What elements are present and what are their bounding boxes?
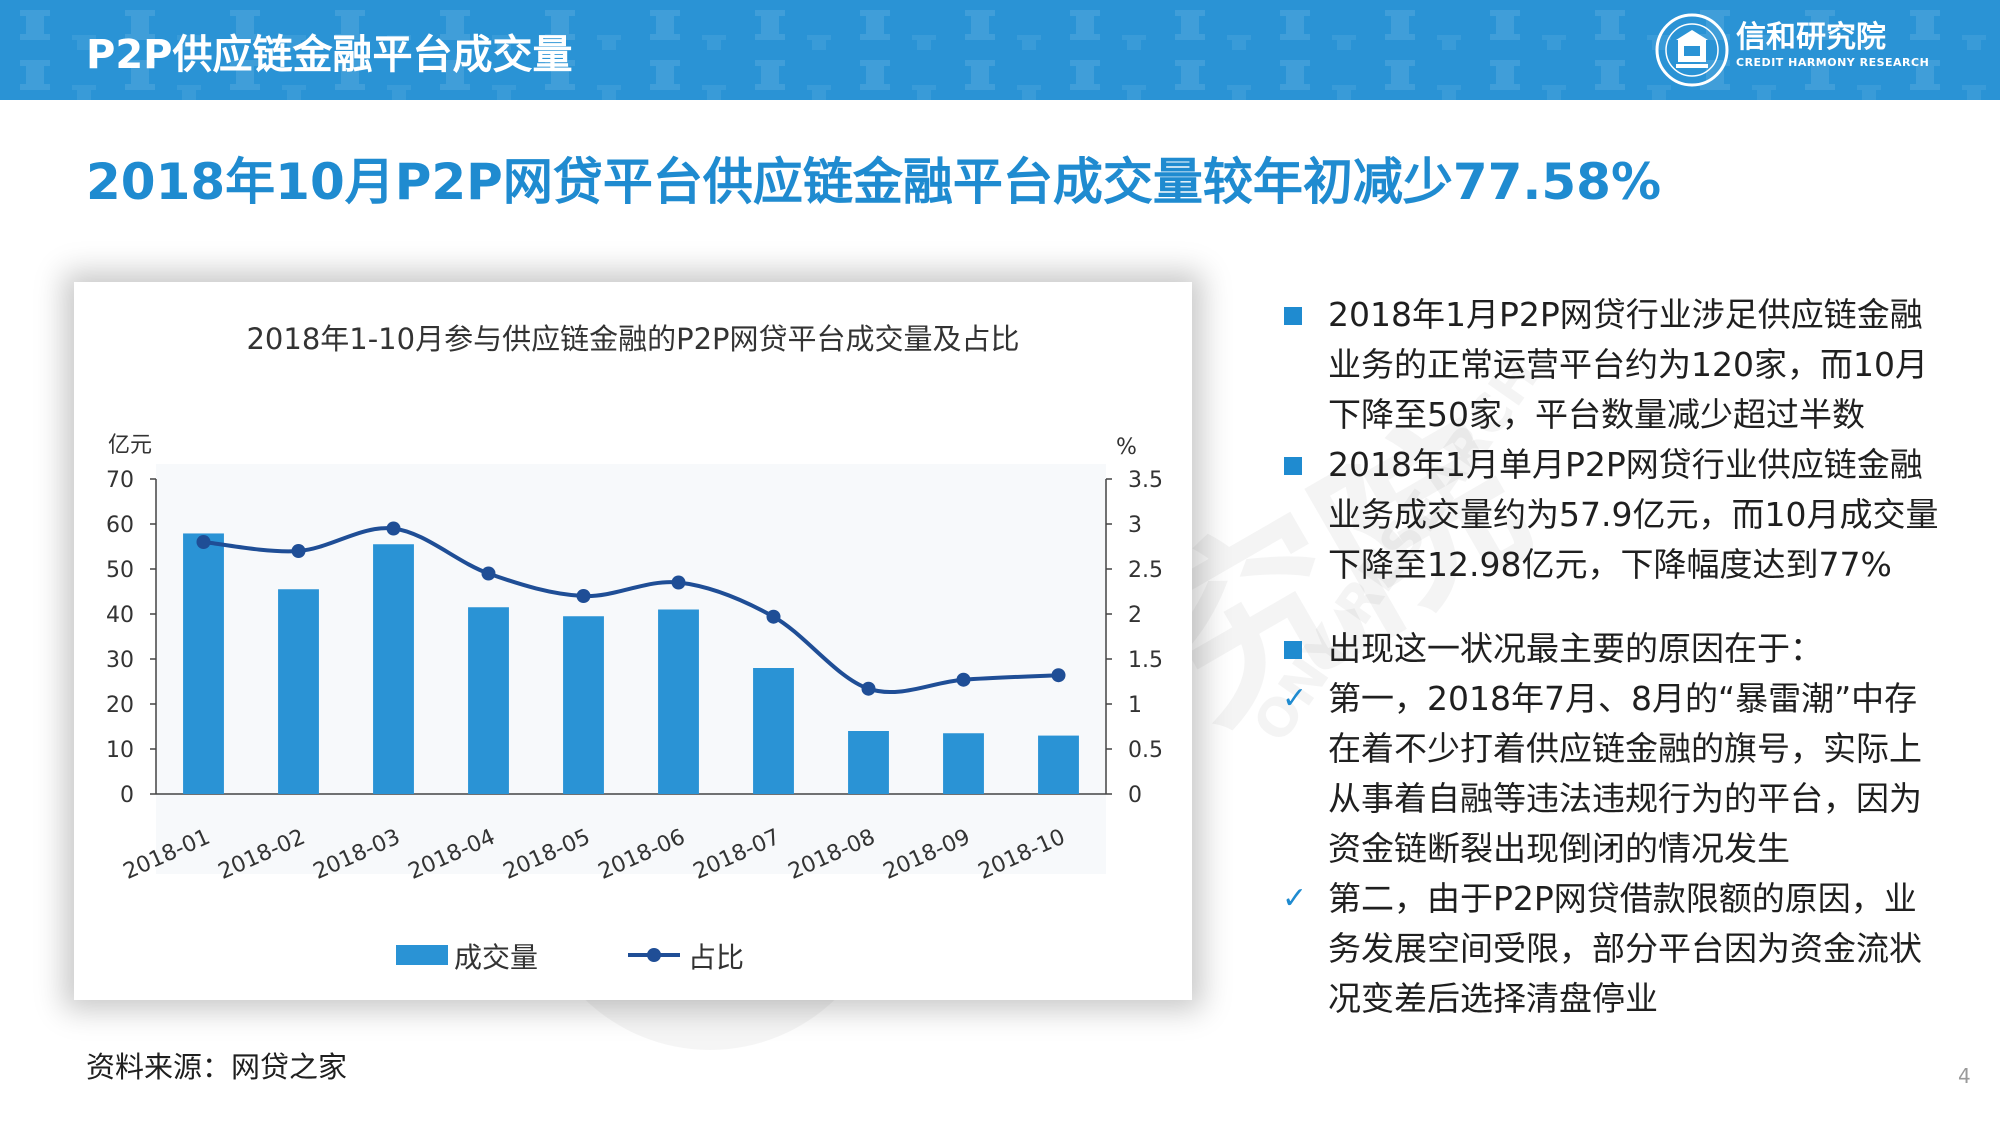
left-tick-label: 30 <box>106 648 134 673</box>
bar <box>848 731 889 794</box>
bullet-text: 2018年1月单月P2P网贷行业供应链金融业务成交量约为57.9亿元，而10月成… <box>1328 445 1939 584</box>
right-tick-label: 1 <box>1128 693 1142 718</box>
square-bullet-icon <box>1284 641 1302 659</box>
share-point <box>576 589 591 603</box>
bar <box>943 733 984 794</box>
share-point <box>196 535 211 549</box>
right-tick-label: 0 <box>1128 783 1142 808</box>
bullet-text: 2018年1月P2P网贷行业涉足供应链金融业务的正常运营平台约为120家，而10… <box>1328 295 1928 434</box>
page-headline: 2018年10月P2P网贷平台供应链金融平台成交量较年初减少77.58% <box>86 153 1662 211</box>
square-bullet-icon <box>1284 307 1302 325</box>
checkmark-icon: ✓ <box>1282 881 1308 916</box>
chart-card: 2018年1-10月参与供应链金融的P2P网贷平台成交量及占比 亿元 0 10 20 30… <box>74 282 1192 1000</box>
square-bullet-icon <box>1284 457 1302 475</box>
share-point <box>861 681 876 696</box>
share-point <box>1051 668 1066 683</box>
right-tick-label: 2 <box>1128 603 1142 628</box>
left-tick-label: 40 <box>106 603 134 628</box>
legend-bar-label: 成交量 <box>454 941 538 974</box>
bar <box>278 589 319 794</box>
share-point <box>956 672 971 687</box>
left-tick-label: 10 <box>106 738 134 763</box>
bar <box>373 544 414 794</box>
right-tick-label: 0.5 <box>1128 738 1163 763</box>
legend-line-label: 占比 <box>688 941 744 974</box>
left-tick-label: 50 <box>106 558 134 583</box>
bullet-text: 出现这一状况最主要的原因在于： <box>1328 629 1823 668</box>
bullet-text: 第一，2018年7月、8月的“暴雷潮”中存在着不少打着供应链金融的旗号，实际上从… <box>1328 679 1922 868</box>
chart-title: 2018年1-10月参与供应链金融的P2P网贷平台成交量及占比 <box>246 322 1019 356</box>
share-point <box>766 609 781 624</box>
share-line <box>203 526 1059 694</box>
left-tick-label: 60 <box>106 513 134 538</box>
combo-chart: 2018年1-10月参与供应链金融的P2P网贷平台成交量及占比亿元0102030… <box>106 322 1163 974</box>
page-number: 4 <box>1958 1064 1971 1088</box>
bar <box>753 668 794 794</box>
share-point <box>386 521 401 536</box>
left-tick-label: 0 <box>120 783 134 808</box>
bullet-item: 2018年1月P2P网贷行业涉足供应链金融业务的正常运营平台约为120家，而10… <box>1282 290 1942 440</box>
bullet-list: 2018年1月P2P网贷行业涉足供应链金融业务的正常运营平台约为120家，而10… <box>1282 290 1942 1024</box>
bullet-item: 出现这一状况最主要的原因在于： <box>1282 624 1942 674</box>
right-tick-label: 3.5 <box>1128 468 1163 493</box>
share-point <box>291 544 306 558</box>
legend-bar-swatch <box>396 945 448 965</box>
header-title: P2P供应链金融平台成交量 <box>86 32 573 78</box>
bar <box>183 533 224 794</box>
bullet-item: ✓ 第一，2018年7月、8月的“暴雷潮”中存在着不少打着供应链金融的旗号，实际… <box>1282 674 1942 874</box>
left-tick-label: 20 <box>106 693 134 718</box>
share-point <box>671 575 686 590</box>
bar <box>563 616 604 794</box>
logo-name-cn: 信和研究院 <box>1736 20 1886 55</box>
header-bar: P2P供应链金融平台成交量 信和研究院 CREDIT HARMONY RESEA… <box>0 0 2000 100</box>
bullet-item: ✓ 第二，由于P2P网贷借款限额的原因，业务发展空间受限，部分平台因为资金流状况… <box>1282 874 1942 1024</box>
right-tick-label: 1.5 <box>1128 648 1163 673</box>
share-point <box>481 566 496 581</box>
credit-harmony-logo-icon <box>1655 13 1729 87</box>
right-axis-unit: % <box>1116 435 1137 460</box>
left-tick-label: 70 <box>106 468 134 493</box>
source-note: 资料来源：网贷之家 <box>86 1050 348 1084</box>
legend-line-marker <box>647 948 661 962</box>
logo-text: 信和研究院 CREDIT HARMONY RESEARCH <box>1736 20 1929 70</box>
bar <box>658 609 699 794</box>
right-tick-label: 2.5 <box>1128 558 1163 583</box>
bullet-text: 第二，由于P2P网贷借款限额的原因，业务发展空间受限，部分平台因为资金流状况变差… <box>1328 879 1922 1018</box>
checkmark-icon: ✓ <box>1282 681 1308 716</box>
bar <box>1038 735 1079 794</box>
bullet-item: 2018年1月单月P2P网贷行业供应链金融业务成交量约为57.9亿元，而10月成… <box>1282 440 1942 590</box>
bar <box>468 607 509 794</box>
right-tick-label: 3 <box>1128 513 1142 538</box>
left-axis-unit: 亿元 <box>108 433 152 458</box>
logo-name-en: CREDIT HARMONY RESEARCH <box>1736 56 1930 69</box>
